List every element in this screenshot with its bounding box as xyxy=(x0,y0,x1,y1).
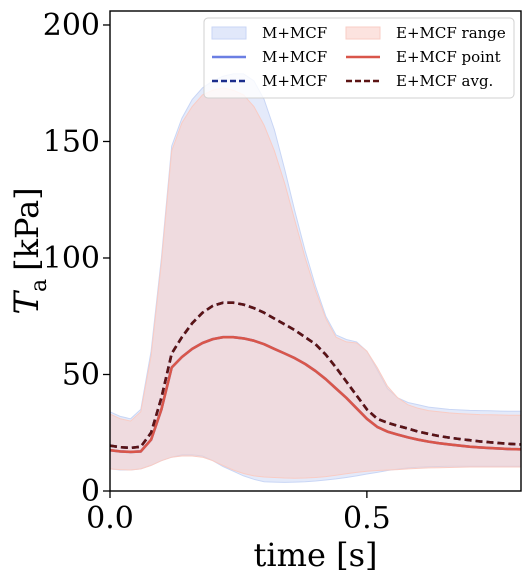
legend: M+MCF M+MCF M+MCF E+MCF range E+MCF point E+M… xyxy=(203,17,515,99)
range-bands xyxy=(109,73,522,483)
y-tick-label: 200 xyxy=(43,8,100,43)
legend-swatch xyxy=(345,26,381,40)
legend-label: E+MCF avg. xyxy=(396,72,493,90)
legend-label: E+MCF range xyxy=(396,24,506,42)
legend-label: M+MCF xyxy=(262,48,327,66)
y-axis-label-symbol: T xyxy=(7,290,47,315)
plot-frame xyxy=(109,10,522,492)
series-line-4 xyxy=(109,335,522,454)
y-axis-label: Ta [kPa] xyxy=(7,187,52,314)
y-tick-label: 50 xyxy=(62,357,100,392)
y-axis-label-subscript: a xyxy=(27,279,52,292)
legend-label: E+MCF point xyxy=(396,48,501,66)
legend-swatch xyxy=(211,26,247,40)
y-axis-label-unit: [kPa] xyxy=(8,187,46,271)
axis-ticks: 0 50 100 150 200 0.0 0.5 xyxy=(43,8,391,536)
series-lines xyxy=(109,301,522,454)
x-tick-label: 0.0 xyxy=(86,501,134,536)
legend-label: M+MCF xyxy=(262,72,327,90)
svg-text:Ta[kPa]: Ta [kPa] xyxy=(7,187,52,314)
y-tick-label: 0 xyxy=(81,474,100,509)
series-line-5 xyxy=(109,301,522,450)
x-axis-label: time [s] xyxy=(254,536,378,574)
x-tick-label: 0.5 xyxy=(343,501,391,536)
y-tick-label: 100 xyxy=(43,241,100,276)
legend-label: M+MCF xyxy=(262,24,327,42)
y-tick-label: 150 xyxy=(43,124,100,159)
